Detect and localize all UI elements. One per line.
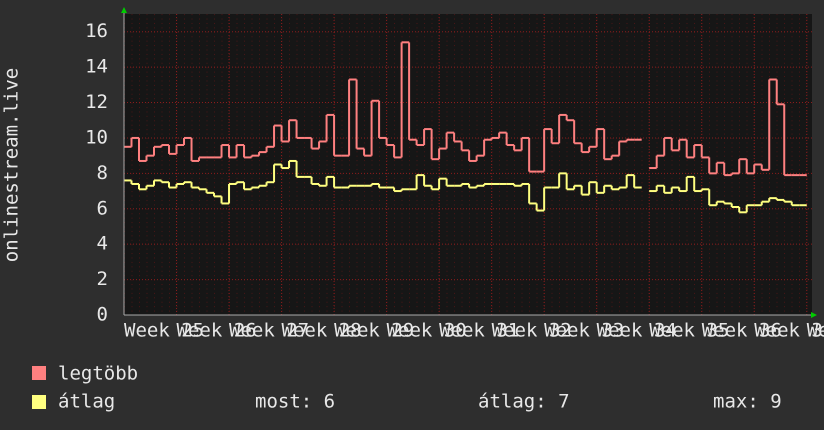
legend-swatch — [32, 395, 46, 409]
x-tick-label: Week 25 — [124, 320, 204, 342]
x-tick-label: Week 36 — [702, 320, 782, 342]
stat: max: 9 — [713, 391, 782, 413]
x-tick-label: Week 34 — [597, 320, 677, 342]
y-tick-label: 10 — [85, 126, 108, 148]
x-tick-label: Week 28 — [282, 320, 362, 342]
stat: átlag: 7 — [478, 391, 570, 413]
y-tick-label: 16 — [85, 20, 108, 42]
x-tick-label: Week 29 — [334, 320, 414, 342]
minor-grid — [124, 14, 812, 315]
x-tick-label: Week 31 — [439, 320, 519, 342]
legend-label: átlag — [58, 391, 115, 413]
x-tick-label: Week 38 — [807, 320, 824, 342]
x-tick-label: Week 32 — [492, 320, 572, 342]
y-tick-label: 6 — [97, 197, 108, 219]
legend-swatch — [32, 366, 46, 380]
y-tick-label: 8 — [97, 162, 108, 184]
x-arrow — [811, 312, 817, 318]
y-tick-label: 2 — [97, 268, 108, 290]
legend-label: legtöbb — [58, 363, 138, 385]
y-tick-label: 0 — [97, 304, 108, 326]
y-axis-label: onlinestream.live — [1, 68, 23, 262]
y-arrow — [121, 7, 127, 13]
stat: most: 6 — [255, 391, 335, 413]
x-tick-label: Week 37 — [754, 320, 824, 342]
x-tick-label: Week 30 — [387, 320, 467, 342]
x-tick-label: Week 35 — [649, 320, 729, 342]
x-tick-label: Week 33 — [544, 320, 624, 342]
x-tick-label: Week 26 — [177, 320, 257, 342]
x-tick-label: Week 27 — [229, 320, 309, 342]
y-tick-label: 4 — [97, 233, 108, 255]
y-tick-label: 12 — [85, 91, 108, 113]
y-tick-label: 14 — [85, 56, 108, 78]
